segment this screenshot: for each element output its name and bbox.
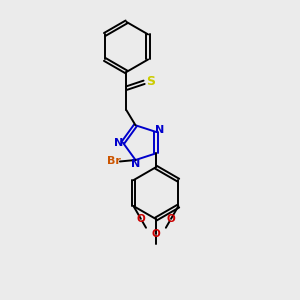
Text: O: O (136, 214, 145, 224)
Text: N: N (155, 125, 164, 135)
Text: N: N (131, 159, 140, 170)
Text: S: S (146, 75, 155, 88)
Text: O: O (167, 214, 176, 224)
Text: O: O (152, 229, 160, 239)
Text: N: N (115, 138, 124, 148)
Text: Br: Br (106, 156, 120, 166)
